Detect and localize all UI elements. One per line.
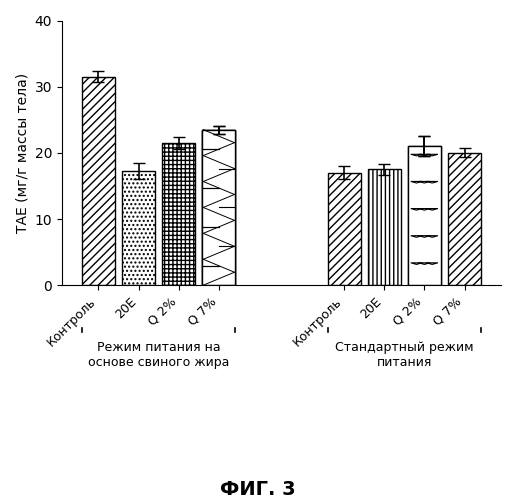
Bar	[368, 170, 401, 285]
Bar	[82, 76, 115, 285]
Bar	[162, 143, 195, 285]
Bar	[408, 146, 441, 285]
Text: Стандартный режим
питания: Стандартный режим питания	[335, 342, 474, 369]
Bar	[328, 172, 361, 285]
Bar	[408, 146, 441, 285]
Bar	[202, 130, 235, 285]
Bar	[202, 130, 235, 285]
Text: ФИГ. 3: ФИГ. 3	[220, 480, 296, 499]
Y-axis label: ТАЕ (мг/г массы тела): ТАЕ (мг/г массы тела)	[15, 73, 29, 233]
Bar	[448, 153, 481, 285]
Text: Режим питания на
основе свиного жира: Режим питания на основе свиного жира	[88, 342, 229, 369]
Bar	[202, 130, 235, 285]
Bar	[122, 172, 155, 285]
